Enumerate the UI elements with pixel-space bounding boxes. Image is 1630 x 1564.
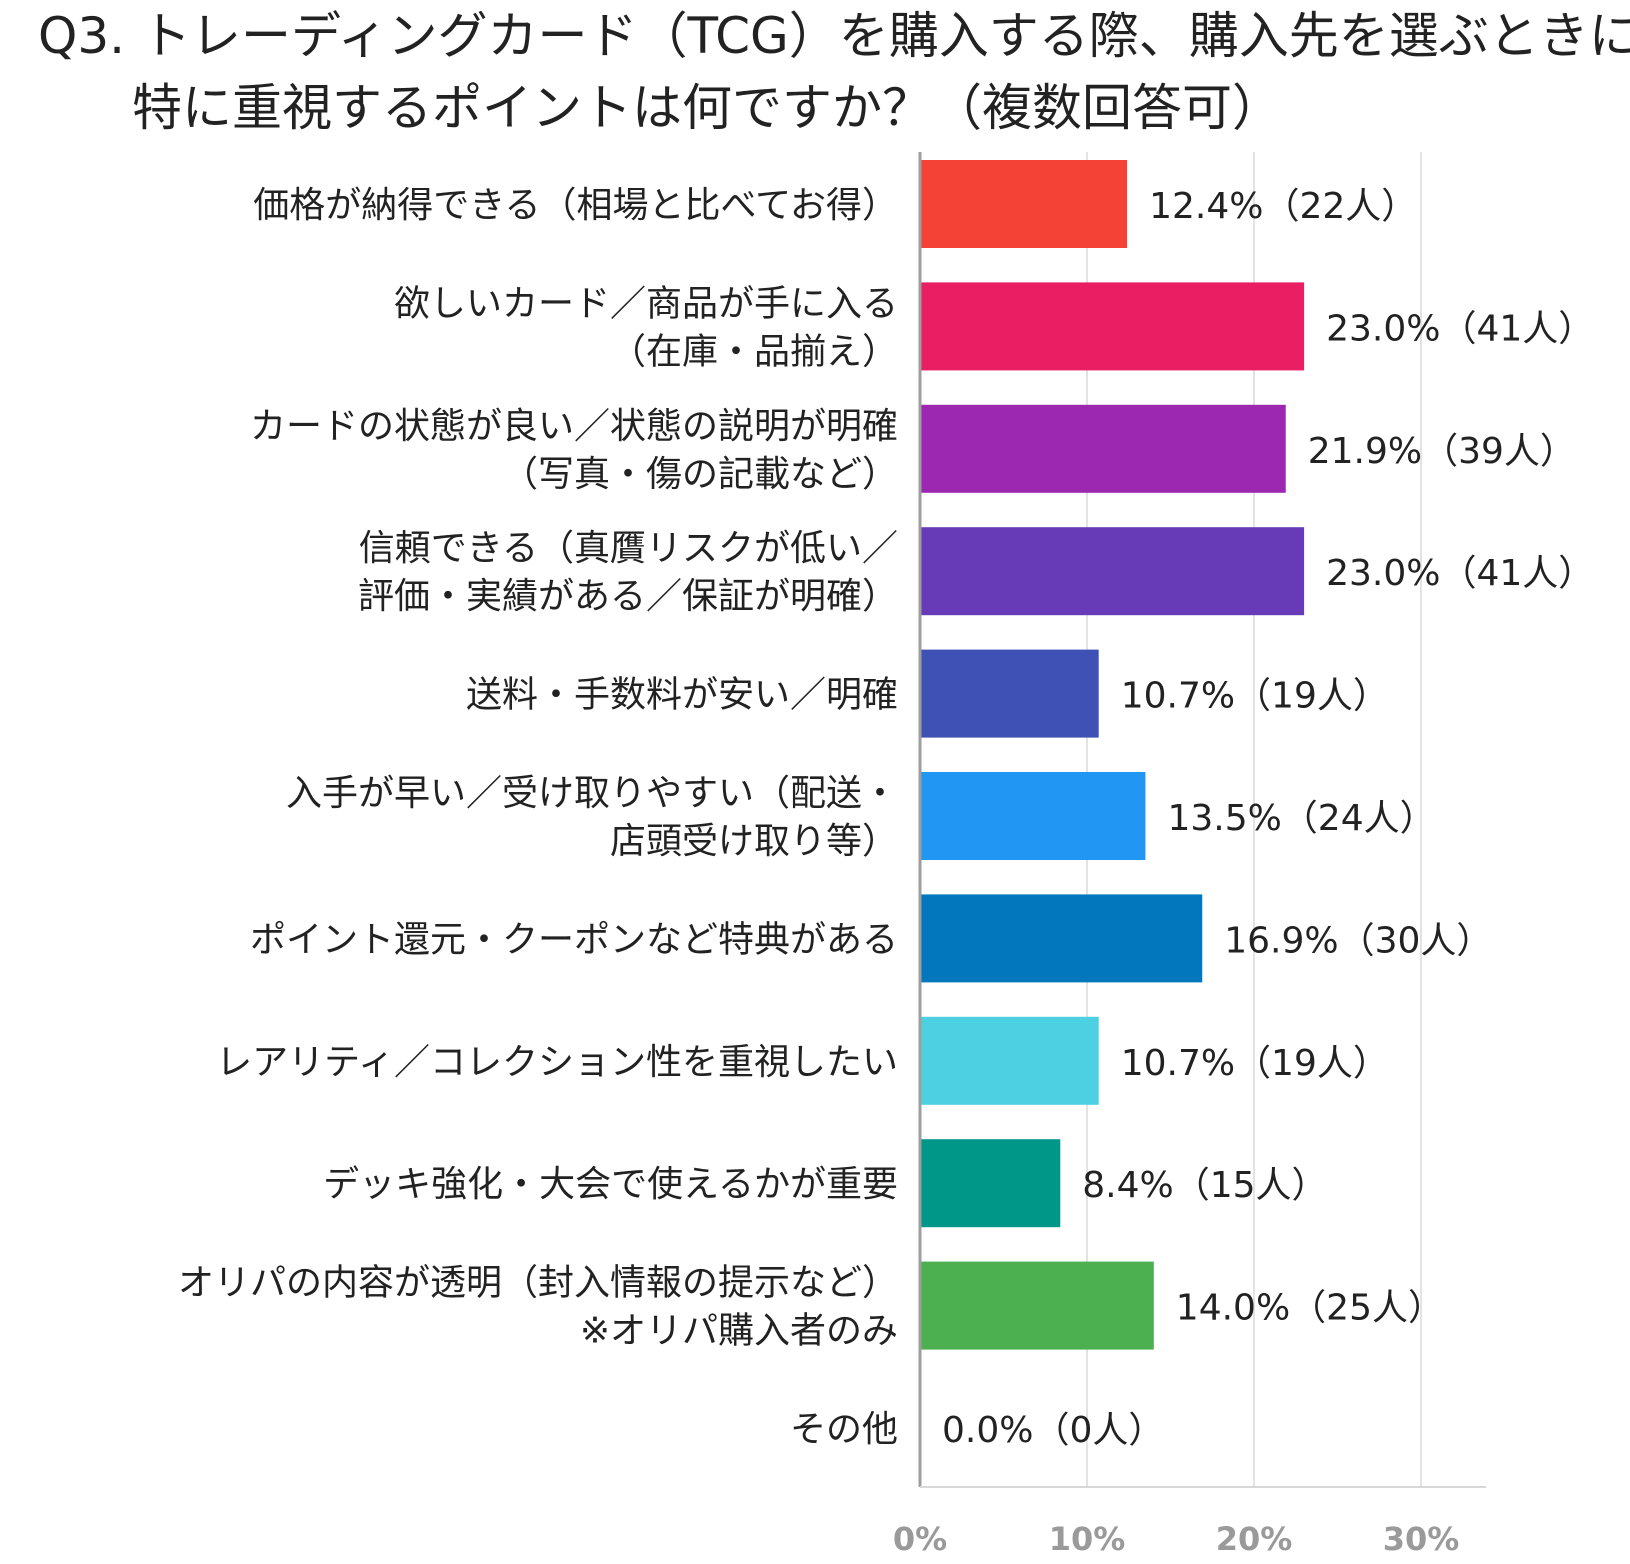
category-label-5-line-1: 入手が早い／受け取りやすい（配送・ [286, 773, 898, 814]
category-label-4: 送料・手数料が安い／明確 [466, 675, 898, 716]
category-label-5-line-2: 店頭受け取り等） [610, 821, 898, 862]
bar-6 [920, 894, 1203, 983]
category-label-3-line-1: 信頼できる（真贋リスクが低い／ [359, 528, 898, 569]
data-label-7: 10.7%（19人） [1121, 1043, 1389, 1084]
category-label-9-line-2: ※オリパ購入者のみ [580, 1311, 898, 1352]
data-label-1: 23.0%（41人） [1326, 308, 1594, 349]
data-label-8: 8.4%（15人） [1082, 1165, 1327, 1206]
data-label-6: 16.9%（30人） [1224, 920, 1492, 961]
data-label-10: 0.0%（0人） [942, 1410, 1164, 1451]
x-tick-label-10: 10% [1049, 1520, 1126, 1558]
category-label-6: ポイント還元・クーポンなど特典がある [250, 919, 898, 960]
x-tick-label-30: 30% [1383, 1520, 1460, 1558]
x-tick-label-0: 0% [893, 1520, 947, 1558]
category-label-8: デッキ強化・大会で使えるかが重要 [323, 1164, 898, 1205]
category-label-1-line-1: 欲しいカード／商品が手に入る [394, 283, 898, 324]
bar-9 [920, 1261, 1154, 1350]
bar-7 [920, 1016, 1099, 1105]
bar-4 [920, 649, 1099, 738]
bar-5 [920, 772, 1146, 860]
category-label-1-line-2: （在庫・品揃え） [610, 331, 898, 372]
category-label-7: レアリティ／コレクション性を重視したい [216, 1042, 898, 1083]
bar-0 [920, 160, 1128, 248]
chart-title-line-1: Q3. トレーディングカード（TCG）を購入する際、購入先を選ぶときに [38, 7, 1630, 65]
data-label-4: 10.7%（19人） [1121, 676, 1389, 717]
data-label-3: 23.0%（41人） [1326, 553, 1594, 594]
category-label-10: その他 [790, 1409, 898, 1450]
data-label-2: 21.9%（39人） [1308, 431, 1576, 472]
category-label-3-line-2: 評価・実績がある／保証が明確） [358, 576, 898, 617]
category-label-2-line-1: カードの状態が良い／状態の説明が明確 [250, 406, 898, 447]
data-label-0: 12.4%（22人） [1149, 186, 1417, 227]
chart-title-line-2: 特に重視するポイントは何ですか？（複数回答可） [132, 79, 1282, 137]
category-label-2-line-2: （写真・傷の記載など） [502, 454, 898, 495]
x-tick-label-20: 20% [1216, 1520, 1293, 1558]
category-label-0: 価格が納得できる（相場と比べてお得） [253, 185, 898, 226]
data-label-9: 14.0%（25人） [1176, 1288, 1444, 1329]
bar-3 [920, 527, 1305, 616]
data-label-5: 13.5%（24人） [1167, 798, 1435, 839]
bar-2 [920, 404, 1286, 493]
bar-8 [920, 1139, 1061, 1228]
bar-1 [920, 282, 1305, 371]
category-label-9-line-1: オリパの内容が透明（封入情報の提示など） [178, 1263, 898, 1304]
